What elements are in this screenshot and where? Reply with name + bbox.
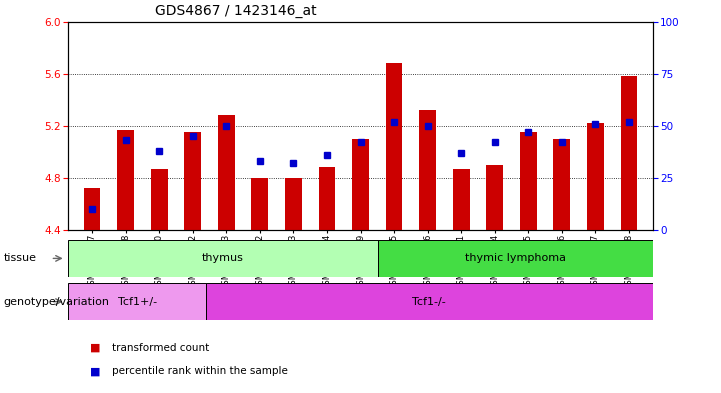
Bar [68, 283, 206, 320]
Bar [319, 167, 335, 230]
Text: ■: ■ [90, 343, 101, 353]
Bar [84, 188, 100, 230]
Text: transformed count: transformed count [112, 343, 209, 353]
Bar [185, 132, 201, 230]
Bar [554, 139, 570, 230]
Bar [386, 63, 402, 230]
Bar [206, 283, 653, 320]
Bar [453, 169, 469, 230]
Text: thymic lymphoma: thymic lymphoma [464, 253, 565, 263]
Bar [352, 139, 369, 230]
Text: genotype/variation: genotype/variation [4, 297, 110, 307]
Bar [419, 110, 436, 230]
Text: Tcf1+/-: Tcf1+/- [118, 297, 156, 307]
Text: tissue: tissue [4, 253, 37, 263]
Text: Tcf1-/-: Tcf1-/- [412, 297, 446, 307]
Bar [621, 76, 637, 230]
Text: percentile rank within the sample: percentile rank within the sample [112, 366, 288, 376]
Bar [117, 130, 134, 230]
Bar [285, 178, 302, 230]
Bar [487, 165, 503, 230]
Bar [252, 178, 268, 230]
Bar [520, 132, 536, 230]
Bar [218, 115, 234, 230]
Text: GDS4867 / 1423146_at: GDS4867 / 1423146_at [155, 4, 317, 18]
Text: thymus: thymus [202, 253, 244, 263]
Text: ■: ■ [90, 366, 101, 376]
Bar [151, 169, 167, 230]
Bar [378, 240, 653, 277]
Bar [68, 240, 378, 277]
Bar [587, 123, 604, 230]
